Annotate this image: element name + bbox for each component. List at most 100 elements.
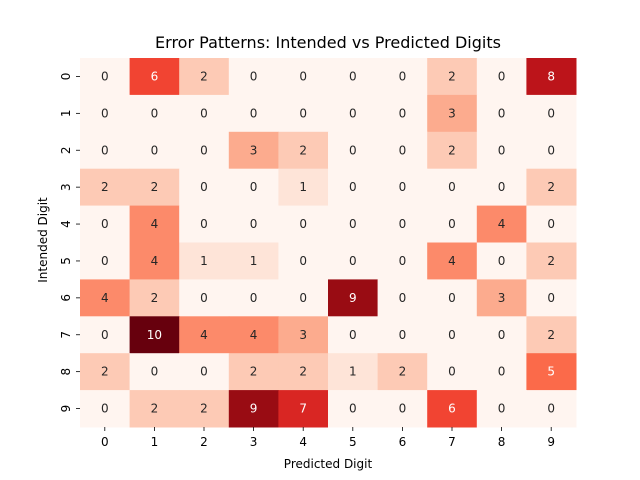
x-tick-label: 0 [101, 435, 109, 449]
heatmap-cell [80, 353, 131, 391]
x-tick-label: 8 [498, 435, 506, 449]
x-tick-label: 3 [250, 435, 258, 449]
heatmap-cell [526, 242, 577, 280]
cell-value-label: 2 [151, 291, 159, 305]
heatmap-cell [427, 316, 478, 354]
cell-value-label: 1 [250, 254, 258, 268]
cell-value-label: 1 [299, 180, 307, 194]
cell-value-label: 0 [547, 291, 555, 305]
heatmap-cell [80, 316, 131, 354]
heatmap-cell [476, 168, 527, 207]
heatmap-cell [526, 316, 577, 354]
heatmap-cell [328, 242, 379, 280]
heatmap-cell [476, 242, 527, 280]
heatmap-cell [129, 205, 180, 243]
heatmap-cell [179, 353, 230, 391]
cell-value-label: 2 [101, 365, 109, 379]
heatmap-cell [278, 168, 329, 207]
heatmap-cell [179, 58, 230, 96]
cell-value-label: 0 [200, 365, 208, 379]
heatmap-cell [228, 390, 279, 428]
heatmap-cell [427, 279, 478, 317]
cell-value-label: 0 [101, 402, 109, 416]
heatmap-cells [80, 58, 577, 428]
y-tick-label: 4 [59, 220, 73, 228]
heatmap-cell [526, 58, 577, 96]
x-tick-label: 7 [448, 435, 456, 449]
y-tick-label: 9 [59, 405, 73, 413]
cell-value-label: 0 [399, 254, 407, 268]
y-axis-ticks: 0 1 2 3 4 5 6 7 8 9 [59, 73, 80, 413]
cell-value-label: 5 [547, 365, 555, 379]
heatmap-cell [80, 390, 131, 428]
heatmap-cell [476, 390, 527, 428]
cell-value-label: 10 [147, 328, 162, 342]
heatmap-cell [377, 316, 428, 354]
heatmap-cell [228, 242, 279, 280]
cell-value-label: 0 [498, 402, 506, 416]
cell-value-label: 4 [200, 328, 208, 342]
heatmap-cell [427, 390, 478, 428]
cell-value-label: 0 [547, 143, 555, 157]
cell-value-label: 0 [547, 106, 555, 120]
y-tick-label: 0 [59, 73, 73, 81]
heatmap-cell [278, 131, 329, 170]
cell-value-label: 2 [250, 365, 258, 379]
y-axis-label: Intended Digit [36, 197, 50, 283]
cell-value-label: 0 [299, 217, 307, 231]
cell-value-label: 0 [250, 106, 258, 120]
cell-value-label: 0 [498, 106, 506, 120]
heatmap-cell [129, 168, 180, 207]
heatmap-cell [129, 279, 180, 317]
cell-value-label: 4 [250, 328, 258, 342]
heatmap-cell [526, 279, 577, 317]
heatmap-cell [179, 316, 230, 354]
cell-value-label: 2 [547, 254, 555, 268]
cell-value-label: 3 [299, 328, 307, 342]
cell-value-label: 0 [299, 69, 307, 83]
y-tick-label: 3 [59, 183, 73, 191]
heatmap-cell [179, 242, 230, 280]
cell-value-label: 0 [448, 328, 456, 342]
cell-value-label: 0 [547, 402, 555, 416]
heatmap-cell [328, 131, 379, 170]
cell-value-label: 2 [200, 69, 208, 83]
heatmap-cell [526, 390, 577, 428]
heatmap-cell [476, 205, 527, 243]
heatmap-cell [129, 94, 180, 133]
cell-value-label: 0 [250, 69, 258, 83]
heatmap-cell [80, 205, 131, 243]
heatmap-cell [179, 94, 230, 133]
heatmap-cell [80, 242, 131, 280]
cell-value-label: 0 [349, 69, 357, 83]
heatmap-cell [377, 242, 428, 280]
heatmap-cell [179, 205, 230, 243]
cell-value-label: 2 [200, 402, 208, 416]
heatmap-cell [476, 279, 527, 317]
cell-value-label: 0 [250, 180, 258, 194]
cell-value-label: 0 [250, 291, 258, 305]
cell-value-label: 0 [349, 254, 357, 268]
heatmap-cell [228, 316, 279, 354]
cell-value-label: 0 [498, 180, 506, 194]
cell-value-label: 2 [151, 402, 159, 416]
cell-value-label: 2 [448, 69, 456, 83]
cell-value-label: 0 [448, 365, 456, 379]
cell-value-label: 2 [547, 180, 555, 194]
cell-value-label: 0 [399, 180, 407, 194]
cell-value-label: 8 [547, 69, 555, 83]
heatmap-cell [427, 168, 478, 207]
cell-value-label: 0 [101, 143, 109, 157]
chart-title: Error Patterns: Intended vs Predicted Di… [155, 33, 501, 52]
heatmap-cell [278, 353, 329, 391]
cell-value-label: 0 [349, 402, 357, 416]
heatmap-cell [228, 58, 279, 96]
heatmap-cell [80, 279, 131, 317]
cell-value-label: 2 [547, 328, 555, 342]
heatmap-cell [228, 353, 279, 391]
cell-value-label: 0 [498, 69, 506, 83]
heatmap-cell [377, 353, 428, 391]
heatmap-cell [427, 205, 478, 243]
cell-value-label: 0 [349, 106, 357, 120]
heatmap-cell [427, 242, 478, 280]
